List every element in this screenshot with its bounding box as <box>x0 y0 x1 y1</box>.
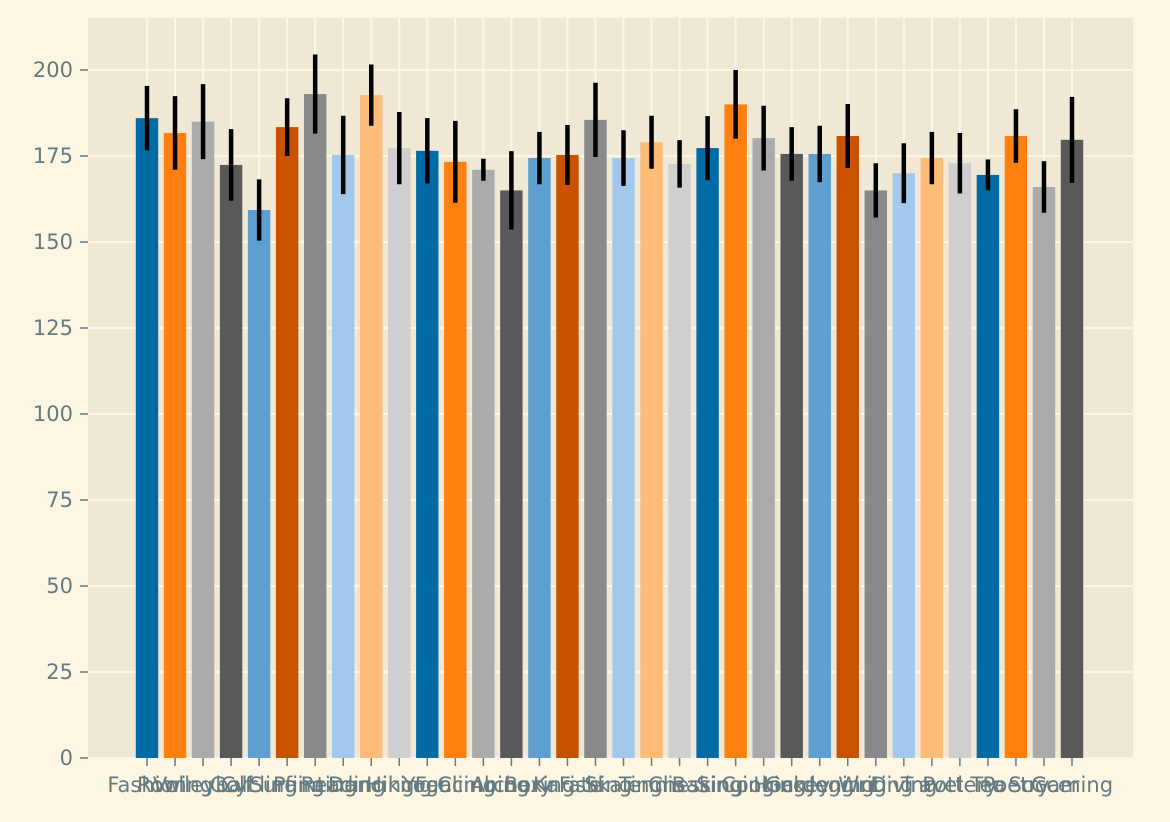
x-tick-label: Archery <box>471 773 552 797</box>
x-tick-label: Climbing <box>437 773 530 797</box>
error-bars <box>144 54 1075 241</box>
x-tick-label: Yoga <box>402 773 452 797</box>
bar-travel <box>920 158 944 759</box>
y-tick-label: 25 <box>46 660 73 684</box>
bar-tea <box>976 174 1000 759</box>
x-axis: FashionRowingVolleyballGolfCyclingSurfin… <box>107 758 1113 797</box>
y-tick-label: 50 <box>46 574 73 598</box>
bar-cycling <box>247 210 271 758</box>
x-tick-label: Diving <box>870 773 937 797</box>
x-tick-label: Writing <box>838 773 913 797</box>
x-tick-label: Golf <box>210 773 253 797</box>
bar-singing <box>724 104 747 758</box>
bar-chess <box>668 163 691 759</box>
bar-volleyball <box>191 121 215 759</box>
y-tick-label: 200 <box>33 58 73 82</box>
bar-yoga <box>416 150 439 759</box>
x-tick-label: Fashion <box>107 773 186 797</box>
x-tick-label: Gardening <box>765 773 874 797</box>
x-tick-label: Singing <box>696 773 774 797</box>
bars <box>135 94 1084 759</box>
bar-karate <box>556 154 579 758</box>
y-tick-label: 125 <box>33 316 73 340</box>
bar-cooking <box>752 138 775 758</box>
y-tick-label: 0 <box>60 746 73 770</box>
y-tick-label: 150 <box>33 230 73 254</box>
y-tick-label: 75 <box>46 488 73 512</box>
y-tick-label: 100 <box>33 402 73 426</box>
x-tick-label: Tennis <box>618 773 685 797</box>
x-tick-label: Painting <box>273 773 357 797</box>
x-tick-label: Cycling <box>221 773 298 797</box>
bar-golf <box>219 164 243 759</box>
x-tick-label: Surfing <box>250 773 325 797</box>
y-axis: 0 25 50 75 100 125 150 175 200 <box>33 58 88 770</box>
bar-fashion <box>135 118 159 758</box>
bar-writing <box>864 190 887 758</box>
bar-reading <box>332 154 355 758</box>
x-tick-label: Skating <box>584 773 663 797</box>
x-tick-label: Reading <box>301 773 386 797</box>
x-tick-label: Dancing <box>328 773 414 797</box>
bar-poetry <box>1004 136 1028 759</box>
bar-boxing <box>528 158 551 759</box>
bar-tennis <box>640 142 663 759</box>
bar-fencing <box>444 161 467 758</box>
x-tick-label: Volleyball <box>153 773 253 797</box>
bar-painting <box>303 94 327 758</box>
x-tick-label: Jogging <box>807 773 887 797</box>
bar-climbing <box>472 169 495 758</box>
bar-archery <box>500 190 523 758</box>
bar-jogging <box>836 136 859 759</box>
x-tick-label: Poetry <box>982 773 1049 797</box>
bar-gardening <box>808 153 831 758</box>
plot-area <box>88 18 1133 758</box>
x-tick-label: Pottery <box>922 773 997 797</box>
x-tick-label: Fencing <box>415 773 496 797</box>
bar-pottery <box>948 163 972 758</box>
x-tick-label: Chess <box>648 773 711 797</box>
x-tick-label: Fishing <box>559 773 632 797</box>
x-tick-label: Soccer <box>1009 773 1080 797</box>
x-tick-label: Boxing <box>504 773 576 797</box>
x-tick-label: Rowing <box>137 773 213 797</box>
bar-rowing <box>163 132 187 758</box>
bar-dancing <box>360 95 383 758</box>
x-tick-label: Karate <box>533 773 602 797</box>
x-tick-label: Hiking <box>366 773 432 797</box>
x-tick-label: Cooking <box>721 773 806 797</box>
x-tick-label: Tea <box>969 773 1005 797</box>
bar-diving <box>892 173 916 758</box>
bar-skating <box>612 158 635 759</box>
bar-hiking <box>388 148 411 758</box>
x-tick-label: Hockey <box>753 773 830 797</box>
x-tick-label: Baking <box>672 773 744 797</box>
bar-fishing <box>584 119 607 758</box>
bar-hockey <box>780 153 803 758</box>
bar-baking <box>696 148 719 758</box>
bar-gaming <box>1060 139 1084 758</box>
bar-soccer <box>1032 186 1056 758</box>
y-tick-label: 175 <box>33 144 73 168</box>
x-tick-label: Gaming <box>1031 773 1113 797</box>
x-tick-label: Travel <box>900 773 963 797</box>
bar-surfing <box>275 127 299 758</box>
